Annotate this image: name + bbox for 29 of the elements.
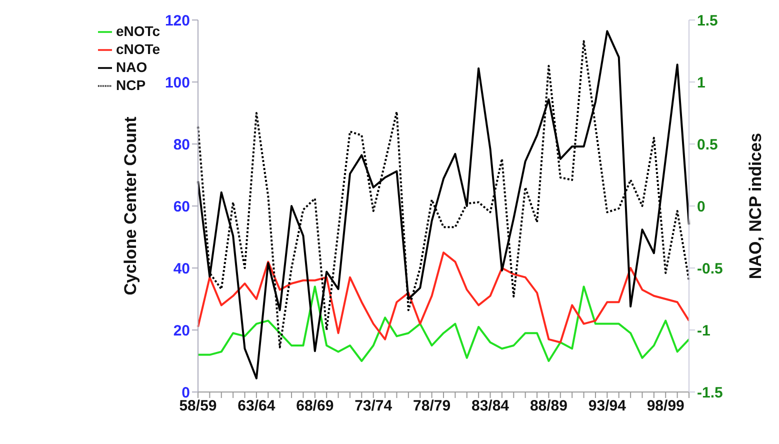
y-tick-label: 80	[173, 136, 190, 154]
x-tick-label: 93/94	[588, 398, 627, 415]
x-tick-label: 68/69	[296, 398, 334, 415]
line-series	[197, 252, 690, 344]
y2-tick-label: 0	[697, 198, 706, 216]
x-tick-label: 73/74	[354, 398, 393, 415]
y2-tick-label: 1.5	[697, 12, 718, 30]
y2-tick-label: -1.5	[697, 384, 723, 402]
x-tick-label: 63/64	[238, 398, 276, 415]
y-tick-label: 100	[164, 74, 190, 92]
legend-label: NCP	[116, 77, 146, 93]
y-tick-label: 60	[173, 198, 190, 216]
y2-tick-label: -1	[697, 322, 710, 340]
y-axis-title: Cyclone Center Count	[121, 116, 140, 296]
x-tick-label: 98/99	[646, 398, 684, 415]
x-tick-label: 83/84	[471, 398, 510, 415]
y-tick-label: 20	[173, 322, 190, 340]
y2-axis-title: NAO, NCP indices	[746, 132, 766, 280]
line-series	[197, 286, 690, 362]
x-tick-label: 78/79	[413, 398, 451, 415]
y-tick-label: 40	[173, 260, 190, 278]
y2-tick-label: 1	[697, 74, 706, 92]
legend-label: cNOTe	[116, 41, 160, 57]
legend-label: NAO	[116, 59, 148, 75]
legend-label: eNOTc	[116, 23, 160, 39]
x-tick-label: 88/89	[530, 398, 568, 415]
y2-tick-label: -0.5	[697, 260, 723, 278]
y-tick-label: 120	[164, 12, 190, 30]
y2-tick-label: 0.5	[697, 136, 718, 154]
